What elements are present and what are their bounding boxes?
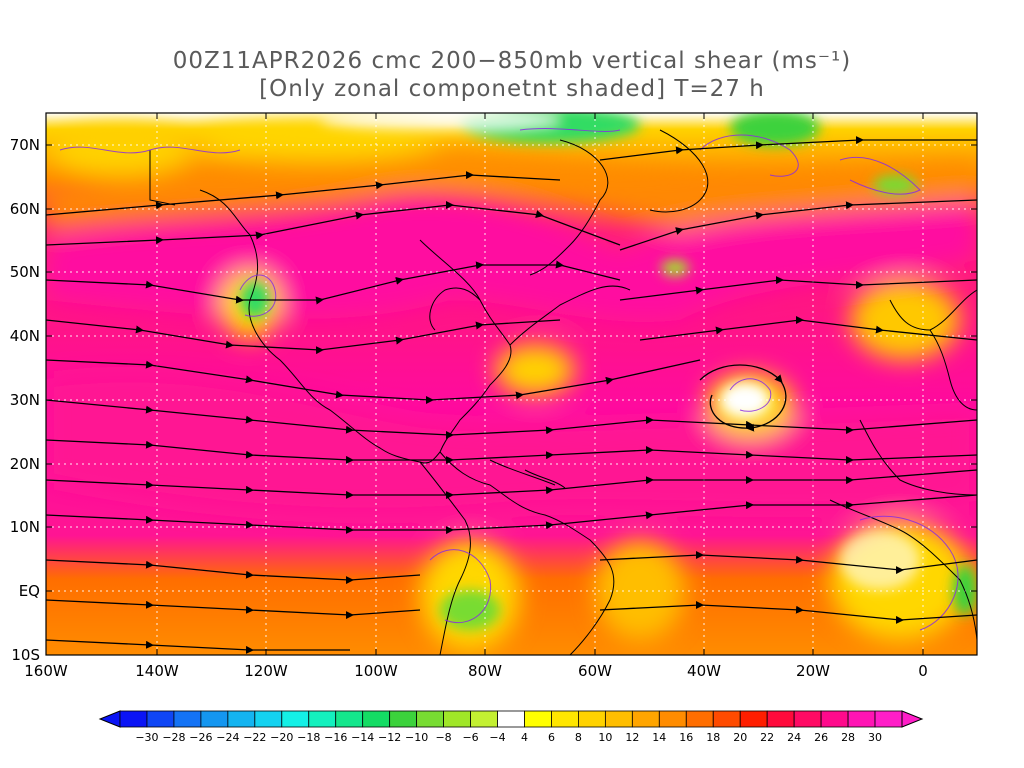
lon-label: 140W (135, 662, 179, 680)
colorbar-box (173, 710, 202, 728)
colorbar-label: −24 (216, 731, 239, 744)
lon-label: 80W (468, 662, 502, 680)
lat-label: 20N (10, 455, 40, 473)
lon-label: 20W (796, 662, 830, 680)
colorbar-high-arrow (901, 710, 924, 728)
colorbar-box (551, 710, 579, 728)
colorbar-box (227, 710, 256, 728)
colorbar-label: −8 (435, 731, 451, 744)
colorbar-label: 28 (841, 731, 855, 744)
colorbar-label: 10 (598, 731, 612, 744)
colorbar: −30 −28 −26 −24 −22 −20 −18 −16 −14 −12 −10 −8 −6 −4 4… (98, 710, 924, 744)
colorbar-box (281, 710, 310, 728)
lon-label: 100W (354, 662, 398, 680)
lat-label: 60N (10, 200, 40, 218)
colorbar-box (497, 710, 525, 728)
lat-label: 10S (11, 646, 40, 664)
colorbar-box (874, 710, 903, 728)
colorbar-label: 4 (521, 731, 528, 744)
longitude-labels: 160W 140W 120W 100W 80W 60W 40W 20W 0 (24, 662, 928, 680)
lon-label: 60W (578, 662, 612, 680)
colorbar-box (631, 710, 660, 728)
colorbar-label: 14 (652, 731, 666, 744)
colorbar-label: 24 (787, 731, 801, 744)
axis-ticks (46, 113, 977, 655)
colorbar-box (820, 710, 849, 728)
map-frame (45, 112, 978, 656)
colorbar-box (470, 710, 498, 728)
lat-label: 30N (10, 391, 40, 409)
colorbar-label: −4 (489, 731, 505, 744)
latitude-labels: 70N 60N 50N 40N 30N 20N 10N EQ 10S (10, 136, 40, 664)
lat-label: 50N (10, 263, 40, 281)
colorbar-box (119, 710, 148, 728)
colorbar-label: −30 (135, 731, 158, 744)
lon-label: 40W (687, 662, 721, 680)
colorbar-low-arrow (98, 710, 121, 728)
lon-label: 120W (244, 662, 288, 680)
colorbar-label: −18 (297, 731, 320, 744)
colorbar-label: 22 (760, 731, 774, 744)
colorbar-label: −14 (351, 731, 374, 744)
colorbar-label: 26 (814, 731, 828, 744)
colorbar-box (443, 710, 471, 728)
colorbar-box (335, 710, 364, 728)
map-title-line-2: [Only zonal componetnt shaded] T=27 h (259, 76, 765, 102)
colorbar-label: −28 (162, 731, 185, 744)
colorbar-label: 8 (575, 731, 582, 744)
colorbar-box (739, 710, 768, 728)
streamlines (46, 136, 977, 654)
colorbar-box (793, 710, 822, 728)
colorbar-label: 16 (679, 731, 693, 744)
colorbar-box (416, 710, 444, 728)
colorbar-label: −10 (405, 731, 428, 744)
colorbar-box (362, 710, 391, 728)
colorbar-box (200, 710, 229, 728)
colorbar-box (524, 710, 552, 728)
colorbar-label: 6 (548, 731, 555, 744)
colorbar-box (847, 710, 876, 728)
colorbar-box (308, 710, 337, 728)
lat-label: EQ (19, 582, 40, 600)
colorbar-box (685, 710, 714, 728)
colorbar-label: −22 (243, 731, 266, 744)
colorbar-box (712, 710, 741, 728)
map-title-line-1: 00Z11APR2026 cmc 200−850mb vertical shea… (172, 48, 852, 74)
colorbar-label: −6 (462, 731, 478, 744)
colorbar-box (254, 710, 283, 728)
colorbar-label: −16 (324, 731, 347, 744)
colorbar-label: 12 (625, 731, 639, 744)
colorbar-box (604, 710, 633, 728)
lat-label: 10N (10, 518, 40, 536)
colorbar-label: −26 (189, 731, 212, 744)
colorbar-box (578, 710, 606, 728)
shaded-field (46, 113, 977, 655)
lat-label: 40N (10, 327, 40, 345)
lon-label: 160W (24, 662, 68, 680)
colorbar-box (389, 710, 418, 728)
colorbar-label: 30 (868, 731, 882, 744)
colorbar-label: −20 (270, 731, 293, 744)
lat-label: 70N (10, 136, 40, 154)
colorbar-box (766, 710, 795, 728)
colorbar-box (658, 710, 687, 728)
colorbar-label: 18 (706, 731, 720, 744)
colorbar-label: −12 (378, 731, 401, 744)
colorbar-label: 20 (733, 731, 747, 744)
colorbar-box (146, 710, 175, 728)
lon-label: 0 (918, 662, 928, 680)
